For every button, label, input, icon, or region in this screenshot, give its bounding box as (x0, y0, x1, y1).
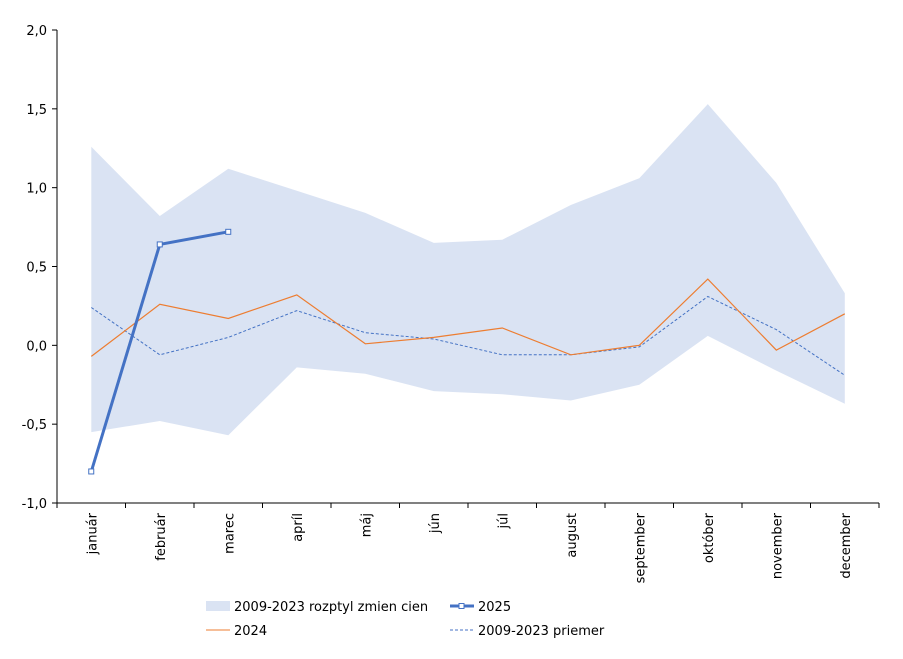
x-tick-label: september (633, 512, 648, 583)
y-tick-label: 1,5 (26, 103, 47, 118)
x-tick-label: január (85, 512, 100, 555)
x-tick-label: marec (222, 513, 237, 554)
y-tick-label: 0,5 (26, 261, 47, 276)
legend-swatch-band (206, 601, 230, 611)
x-tick-label: december (839, 512, 854, 578)
legend-label-band: 2009-2023 rozptyl zmien cien (234, 600, 428, 615)
legend-label-2024: 2024 (234, 624, 267, 639)
y-tick-label: -1,0 (22, 497, 47, 512)
point-2025 (88, 468, 95, 475)
legend-label-average: 2009-2023 priemer (478, 624, 605, 639)
point-2025 (156, 241, 163, 248)
series-line-2009-2023-priemer (91, 295, 846, 376)
range-band (91, 104, 845, 436)
legend-label-2025: 2025 (478, 600, 511, 615)
x-tick-label: máj (359, 513, 374, 537)
legend-marker-2025 (458, 603, 465, 609)
x-tick-label: november (770, 512, 785, 579)
y-tick-label: 0,0 (26, 339, 47, 354)
series-line-2024 (90, 278, 846, 357)
y-tick-label: -0,5 (22, 418, 47, 433)
y-tick-label: 2,0 (26, 24, 47, 39)
axes: -1,0 -0,5 0,0 0,5 1,0 1,5 2,0 január február mare… (22, 24, 880, 583)
range-band-layer (91, 104, 845, 436)
y-tick-label: 1,0 (26, 182, 47, 197)
x-tick-label: február (154, 512, 169, 560)
x-tick-label: október (702, 512, 717, 563)
x-tick-label: august (565, 513, 580, 558)
series-layer (88, 228, 846, 475)
x-tick-label: apríl (291, 513, 306, 542)
legend: 2009-2023 rozptyl zmien cien 2025 2024 2… (206, 600, 605, 639)
x-tick-label: jún (428, 513, 443, 534)
x-tick-label: júl (496, 513, 511, 529)
point-2025 (225, 228, 232, 235)
